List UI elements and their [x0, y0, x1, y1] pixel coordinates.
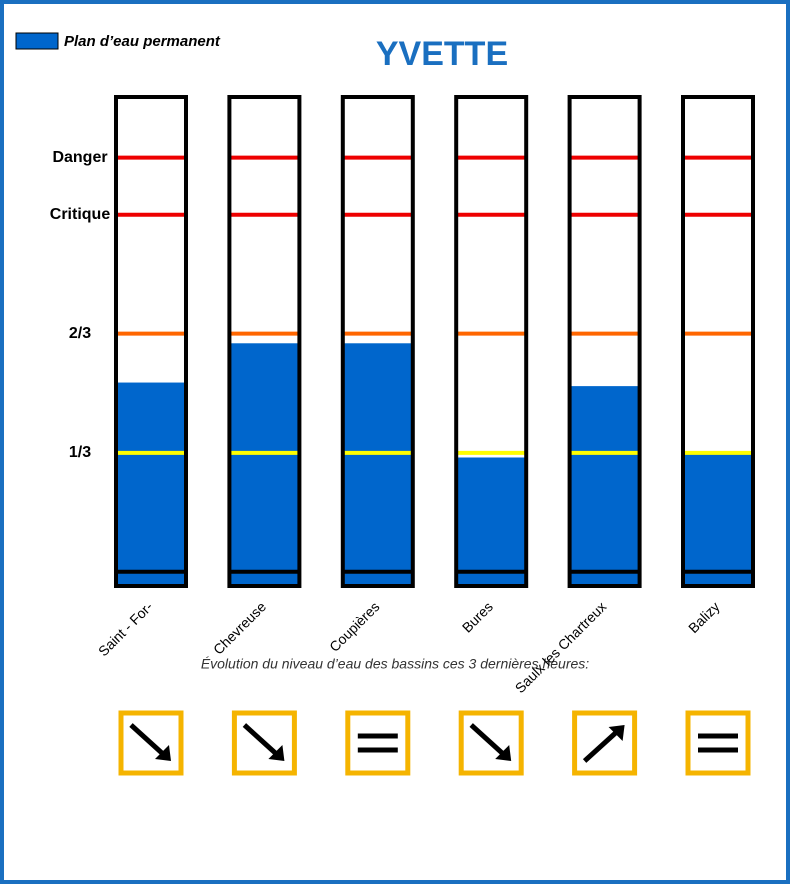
y-tick-label: 1/3 — [69, 444, 91, 461]
y-tick-label: Danger — [52, 149, 107, 166]
basin — [114, 95, 188, 588]
trend-arrow — [582, 730, 619, 763]
legend-label: Plan d’eau permanent — [64, 33, 221, 50]
subtitle: Évolution du niveau d’eau des bassins ce… — [201, 656, 589, 672]
trend-box — [345, 710, 411, 776]
bar — [116, 382, 186, 586]
bar — [456, 457, 527, 586]
bar — [342, 343, 413, 586]
bar — [569, 386, 640, 586]
trend-indicator — [458, 710, 524, 776]
trend-arrow — [242, 723, 279, 756]
y-tick-label: 2/3 — [69, 325, 91, 342]
trend-indicator — [572, 710, 638, 776]
trend-box — [685, 710, 751, 776]
trend-arrowhead — [495, 745, 512, 761]
trend-indicator — [345, 710, 411, 776]
basin — [681, 95, 755, 588]
trend-arrowhead — [268, 745, 285, 761]
basin — [227, 95, 302, 588]
chart-title: YVETTE — [376, 35, 508, 73]
y-tick-label: Critique — [50, 206, 111, 223]
trend-arrow — [469, 723, 505, 756]
legend-swatch — [15, 32, 59, 50]
basin — [340, 95, 415, 588]
basin — [567, 95, 642, 588]
trend-arrowhead — [608, 725, 625, 741]
trend-indicator — [685, 710, 751, 776]
basin — [454, 95, 529, 588]
bar — [683, 453, 753, 586]
trend-arrowhead — [155, 745, 171, 761]
trend-indicator — [231, 710, 297, 776]
bar — [229, 343, 300, 586]
trend-indicator — [118, 710, 184, 776]
trend-arrow — [129, 723, 165, 756]
